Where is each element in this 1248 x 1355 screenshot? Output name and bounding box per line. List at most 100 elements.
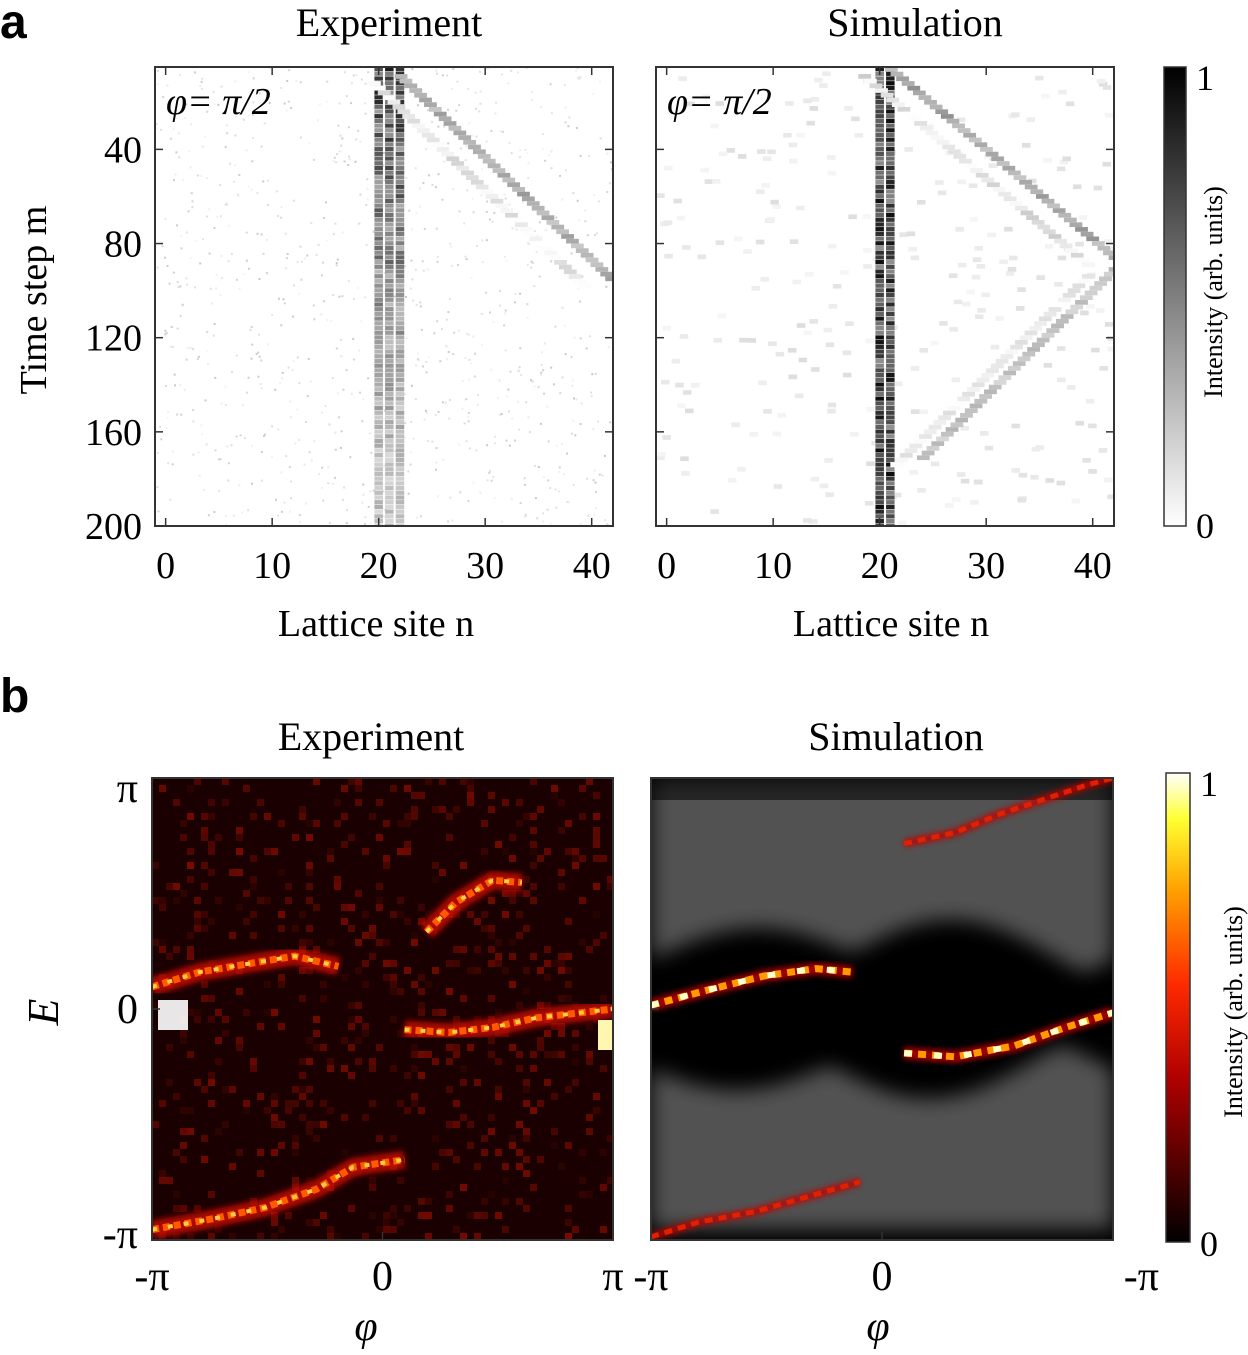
noise-pixel [155,123,158,126]
edge-mode-cell [385,354,394,359]
edge-mode-cell [395,391,405,397]
noise-pixel [458,329,461,332]
edge-mode-cell [886,85,895,91]
noise-pixel [484,291,487,294]
noise-cell [593,827,600,834]
noise-cell [292,1100,299,1107]
edge-mode-cell [886,490,895,495]
noise-cell [425,1212,432,1219]
edge-mode-cell [875,227,884,232]
noise-pixel [475,107,478,110]
edge-mode-cell [395,448,405,453]
noise-pixel [425,409,428,412]
noise-pixel [234,80,237,83]
noise-pixel [347,279,350,282]
noise-cell [299,1114,306,1121]
noise-pixel [436,72,439,75]
edge-mode-cell [385,307,394,312]
edge-mode-cell [395,340,405,345]
saturated-spot [158,1000,188,1030]
noise-cell [313,946,320,953]
noise-cell [313,1219,320,1226]
noise-pixel [321,261,324,264]
noise-cell [607,1135,613,1142]
noise-pixel [208,208,211,211]
wavefront-cell [468,144,481,150]
edge-mode-cell [875,448,884,453]
wavefront-cell [964,163,978,169]
noise-pixel [171,345,174,348]
edge-mode-cell [395,217,405,222]
noise-pixel [606,152,609,155]
noise-pixel [162,95,165,98]
noise-cell [418,1198,425,1205]
edge-mode-cell [374,104,383,109]
wavefront-cell [1008,170,1021,176]
noise-pixel [309,380,312,383]
wavefront-cell [1063,217,1077,223]
noise-cell [418,904,425,911]
noise-pixel [472,211,475,214]
noise-cell [404,1107,411,1114]
faint-pixel [726,148,736,153]
noise-pixel [284,267,287,270]
wavefront-cell [891,102,905,107]
noise-cell [222,778,229,785]
noise-pixel [247,185,250,188]
noise-cell [481,848,488,855]
edge-mode-cell [886,71,895,76]
faint-pixel [935,180,944,185]
noise-pixel [597,200,600,203]
noise-cell [509,1044,516,1051]
noise-pixel [561,198,564,201]
noise-cell [551,1142,558,1149]
edge-mode-cell [374,462,383,467]
noise-pixel [281,377,284,380]
noise-cell [397,911,404,918]
edge-mode-cell [395,255,405,260]
noise-pixel [419,205,422,208]
wavefront-cell [1099,276,1112,282]
noise-pixel [403,436,406,439]
noise-cell [306,967,313,974]
noise-pixel [598,80,601,83]
noise-cell [173,883,180,890]
noise-pixel [247,71,250,74]
wavefront-cell [1038,316,1052,322]
noise-pixel [327,466,330,469]
edge-mode-cell [395,123,405,128]
noise-cell [551,792,558,799]
noise-cell [530,813,537,820]
noise-cell [523,1170,530,1177]
noise-cell [208,1079,215,1086]
edge-mode-cell [395,283,405,288]
faint-pixel [1088,468,1097,474]
noise-pixel [465,398,468,401]
edge-mode-cell [385,198,394,204]
noise-pixel [338,150,341,153]
edge-mode-cell [886,250,895,255]
noise-pixel [156,486,159,489]
faint-pixel [1054,282,1063,287]
edge-mode-cell [395,292,405,298]
noise-cell [453,1051,460,1058]
wavefront-cell [1082,274,1095,279]
noise-cell [495,1212,502,1219]
panel-a-xtick-label: 0 [657,545,676,587]
noise-pixel [443,160,446,163]
noise-cell [565,1142,572,1149]
noise-cell [355,1002,362,1009]
noise-pixel [568,116,571,119]
noise-pixel [242,272,245,275]
noise-pixel [501,130,504,133]
edge-mode-cell [395,203,405,208]
noise-pixel [507,410,510,413]
noise-pixel [185,358,188,361]
faint-pixel [760,276,770,282]
noise-cell [264,897,271,904]
noise-pixel [176,327,179,330]
noise-pixel [293,284,296,287]
faint-pixel [766,217,775,222]
noise-cell [362,1114,369,1121]
noise-cell [551,1023,558,1030]
